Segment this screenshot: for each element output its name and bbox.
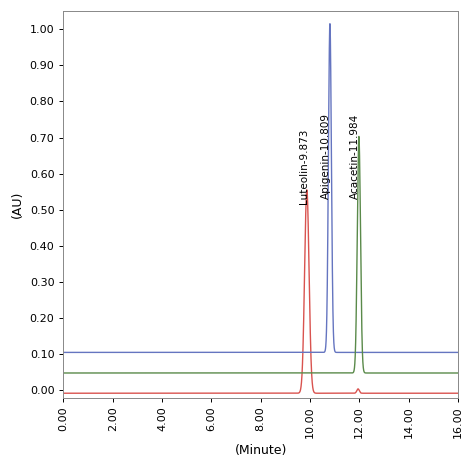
Text: Apigenin-10.809: Apigenin-10.809: [321, 113, 331, 199]
Text: Acacetin-11.984: Acacetin-11.984: [350, 114, 360, 199]
X-axis label: (Minute): (Minute): [235, 444, 287, 457]
Y-axis label: (AU): (AU): [11, 190, 24, 218]
Text: Luteolin-9.873: Luteolin-9.873: [299, 129, 309, 205]
